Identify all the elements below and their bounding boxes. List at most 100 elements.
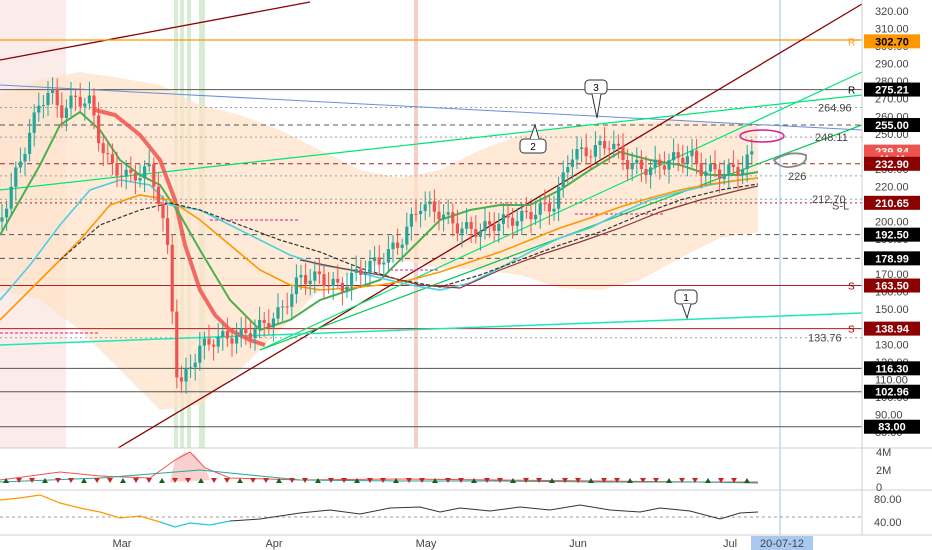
candle-body [409, 214, 413, 227]
candle-body [129, 169, 133, 173]
oscillator-tick: 80.00 [874, 494, 902, 506]
price-tag-flag: R [848, 37, 855, 48]
volume-marker [276, 478, 282, 483]
candle-body [455, 223, 459, 234]
candle-body [235, 335, 239, 344]
price-tick: 320.00 [875, 6, 909, 18]
candle [708, 155, 712, 185]
candle-body [202, 338, 206, 346]
band-fill [0, 72, 758, 410]
candle [258, 306, 262, 339]
candle-body [736, 167, 740, 176]
candle [681, 144, 685, 174]
candle [400, 238, 404, 262]
candle [639, 150, 643, 182]
price-tag-box [864, 156, 920, 171]
volume-pane[interactable] [0, 451, 759, 484]
candle [658, 153, 662, 180]
candle-body [294, 277, 298, 295]
candle-body [331, 278, 335, 287]
candle-body [373, 257, 377, 261]
price-tick: 270.00 [875, 94, 909, 106]
candle [557, 176, 561, 222]
time-axis-ticks[interactable]: Mar Apr May Jun Jul [113, 538, 738, 550]
candle-body [492, 224, 496, 231]
price-tick: 290.00 [875, 59, 909, 71]
volume-marker [562, 478, 568, 483]
time-tick: Apr [265, 538, 282, 550]
candle [405, 212, 409, 251]
volume-marker [42, 478, 48, 483]
volume-marker [666, 478, 672, 483]
candle [580, 138, 584, 163]
candle-body [97, 115, 101, 144]
candle-body [115, 163, 119, 176]
candle [299, 264, 303, 290]
candle-body [368, 260, 372, 274]
candle [37, 92, 41, 122]
candle-body [138, 178, 142, 181]
volume-marker [510, 478, 516, 483]
candle-body [37, 105, 41, 113]
candle [83, 97, 87, 121]
candle [262, 312, 266, 337]
candle [451, 203, 455, 237]
candle-body [189, 367, 193, 369]
volume-marker [549, 478, 555, 483]
price-tag: 178.99 [864, 251, 920, 266]
volume-marker [159, 478, 165, 483]
volume-marker [120, 478, 126, 483]
price-tag-text: 210.65 [875, 198, 909, 210]
price-tag-text: 232.90 [875, 159, 909, 171]
candle [120, 163, 124, 188]
annotation-text: 264.96 [818, 103, 852, 115]
annotation-text: 248.11 [815, 132, 848, 144]
candle-body [635, 159, 639, 164]
oscillator-pane[interactable] [0, 494, 862, 528]
volume-marker [679, 478, 685, 483]
candle-body [239, 327, 243, 336]
annotation-text: S-L [832, 201, 849, 213]
trendline-top-red [0, 1, 311, 61]
volume-marker [692, 478, 698, 483]
candle-body [276, 307, 280, 319]
candle [290, 285, 294, 321]
candle [345, 272, 349, 299]
candle-body [120, 175, 124, 177]
candle-body [561, 172, 565, 187]
candle [722, 160, 726, 185]
callout-2-pointer [529, 123, 540, 140]
candle-body [543, 203, 547, 205]
price-tag-text: 116.30 [875, 363, 908, 375]
candle-body [584, 147, 588, 157]
candle [727, 158, 731, 189]
candle-body [322, 274, 326, 286]
candle [423, 191, 427, 221]
candle [101, 133, 105, 167]
candle-body [690, 150, 694, 157]
candle [750, 138, 754, 165]
candle [170, 234, 174, 325]
candle-body [626, 160, 630, 170]
price-tag-text: 178.99 [875, 253, 909, 265]
volume-marker [601, 478, 607, 483]
candle [552, 195, 556, 221]
volume-marker [146, 478, 152, 483]
trendline-green-steep [259, 71, 863, 351]
candle-body [750, 151, 754, 155]
candle-body [5, 208, 9, 218]
candle-body [589, 156, 593, 158]
candle [28, 119, 32, 162]
volume-marker [315, 478, 321, 483]
oscillator-line-black [229, 504, 759, 522]
ma-orange [0, 177, 759, 321]
candle-body [28, 132, 32, 154]
annotation-text: 212.70 [812, 194, 846, 206]
volume-marker [614, 478, 620, 483]
candle [106, 140, 110, 165]
candlesticks [0, 77, 754, 394]
candle-body [699, 162, 703, 176]
candle [23, 147, 27, 176]
